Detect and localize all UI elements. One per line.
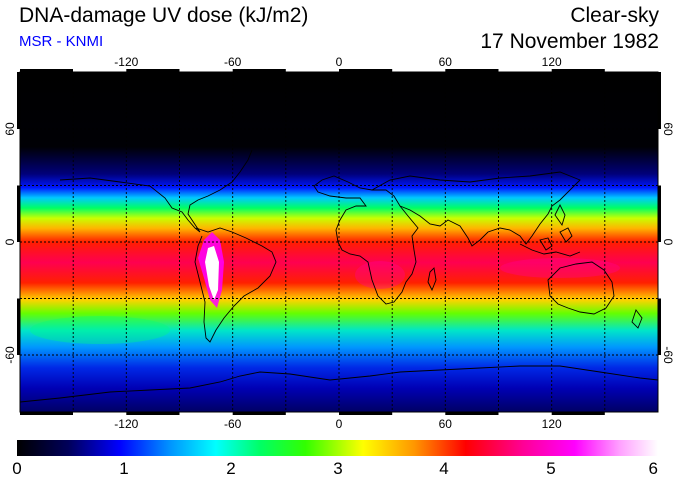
lat-tick-right: 60	[661, 122, 675, 136]
source-label: MSR - KNMI	[19, 33, 104, 50]
lat-tick-right: -60	[661, 346, 675, 364]
lon-tick-top: 60	[439, 55, 453, 69]
map-title: DNA-damage UV dose (kJ/m2)	[19, 4, 309, 27]
lon-tick-bottom: 60	[439, 417, 453, 431]
grid-lines	[20, 72, 658, 412]
sky-condition-label: Clear-sky	[570, 4, 659, 27]
lon-tick-bottom: 120	[542, 417, 562, 431]
frame-ticks	[17, 69, 661, 415]
lat-tick-left: 0	[3, 238, 17, 245]
lon-tick-bottom: -120	[114, 417, 138, 431]
colorbar-label: 1	[119, 459, 129, 478]
lon-tick-top: -120	[114, 55, 138, 69]
lon-tick-top: -60	[224, 55, 242, 69]
colorbar-label: 3	[333, 459, 343, 478]
colorbar-label: 2	[226, 459, 236, 478]
lon-tick-top: 120	[542, 55, 562, 69]
colorbar-label: 6	[648, 459, 658, 478]
lon-tick-bottom: 0	[336, 417, 343, 431]
colorbar-label: 4	[439, 459, 449, 478]
lat-tick-left: -60	[3, 346, 17, 364]
date-label: 17 November 1982	[480, 30, 659, 53]
lat-tick-left: 60	[3, 122, 17, 136]
colorbar-label: 0	[12, 459, 22, 478]
colorbar	[17, 440, 658, 456]
lat-tick-right: 0	[661, 239, 675, 246]
lon-tick-top: 0	[336, 55, 343, 69]
coastlines	[20, 149, 658, 403]
colorbar-label: 5	[546, 459, 556, 478]
lon-tick-bottom: -60	[224, 417, 242, 431]
